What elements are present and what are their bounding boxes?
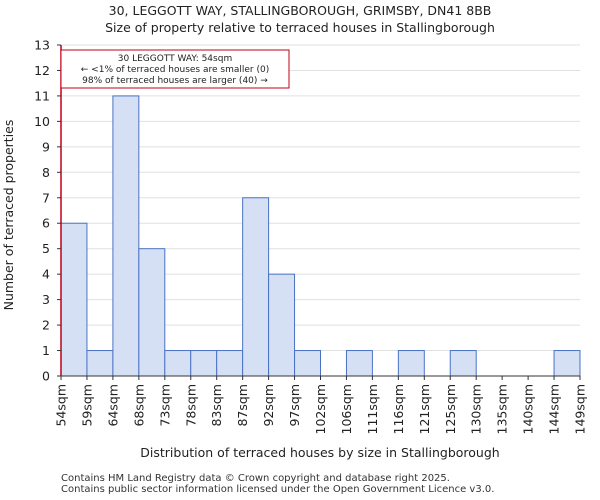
footer-line-2: Contains public sector information licen…	[61, 484, 495, 495]
chart-title: 30, LEGGOTT WAY, STALLINGBOROUGH, GRIMSB…	[109, 3, 492, 18]
bar-144sqm	[553, 350, 581, 377]
bar-116sqm	[397, 350, 425, 377]
bar-64sqm	[112, 95, 140, 377]
y-tick-label: 8	[42, 165, 50, 180]
x-tick-label: 92sqm	[261, 384, 276, 427]
x-tick-label: 64sqm	[105, 384, 120, 427]
y-axis-label: Number of terraced properties	[1, 120, 16, 311]
x-tick-label: 102sqm	[313, 384, 328, 434]
annotation-line-1: 30 LEGGOTT WAY: 54sqm	[118, 54, 232, 64]
x-tick-label: 97sqm	[287, 384, 302, 427]
x-tick-label: 116sqm	[391, 384, 406, 434]
y-tick-label: 13	[34, 38, 50, 53]
x-tick-label: 135sqm	[495, 384, 510, 434]
x-tick-label: 106sqm	[339, 384, 354, 434]
x-tick-label: 144sqm	[547, 384, 562, 434]
chart-subtitle: Size of property relative to terraced ho…	[105, 20, 495, 35]
annotation-line-3: 98% of terraced houses are larger (40) →	[82, 76, 268, 86]
y-tick-label: 11	[34, 88, 50, 103]
y-tick-label: 2	[42, 318, 50, 333]
bar-54sqm	[60, 222, 88, 377]
y-tick-label: 0	[42, 369, 50, 384]
x-tick-label: 59sqm	[79, 384, 94, 427]
x-tick-label: 125sqm	[443, 384, 458, 434]
bar-73sqm	[164, 350, 192, 377]
x-tick-label: 68sqm	[131, 384, 146, 427]
x-tick-label: 73sqm	[157, 384, 172, 427]
x-tick-label: 130sqm	[469, 384, 484, 434]
x-tick-label: 140sqm	[521, 384, 536, 434]
bar-59sqm	[86, 350, 114, 377]
bar-83sqm	[216, 350, 244, 377]
bar-78sqm	[190, 350, 218, 377]
x-tick-label: 111sqm	[365, 384, 380, 434]
y-tick-label: 5	[42, 241, 50, 256]
y-tick-label: 1	[42, 343, 50, 358]
y-tick-label: 12	[34, 63, 50, 78]
x-tick-label: 78sqm	[183, 384, 198, 427]
annotation-line-2: ← <1% of terraced houses are smaller (0)	[81, 65, 269, 75]
footer-line-1: Contains HM Land Registry data © Crown c…	[61, 473, 450, 484]
x-tick-label: 83sqm	[209, 384, 224, 427]
bar-125sqm	[449, 350, 477, 377]
x-tick-label: 87sqm	[235, 384, 250, 427]
bar-87sqm	[242, 197, 270, 377]
bar-68sqm	[138, 248, 166, 377]
histogram-chart: 30, LEGGOTT WAY, STALLINGBOROUGH, GRIMSB…	[1, 3, 588, 460]
y-tick-label: 4	[42, 267, 50, 282]
y-tick-label: 7	[42, 190, 50, 205]
y-tick-label: 3	[42, 292, 50, 307]
bar-92sqm	[268, 273, 296, 377]
y-tick-label: 6	[42, 216, 50, 231]
annotation-box: 30 LEGGOTT WAY: 54sqm ← <1% of terraced …	[60, 49, 290, 89]
x-tick-label: 149sqm	[573, 384, 588, 434]
y-tick-label: 9	[42, 139, 50, 154]
bar-106sqm	[345, 350, 373, 377]
bar-97sqm	[294, 350, 321, 377]
x-axis-label: Distribution of terraced houses by size …	[140, 445, 499, 460]
y-tick-label: 10	[34, 114, 50, 129]
x-tick-label: 54sqm	[54, 384, 69, 427]
x-tick-label: 121sqm	[417, 384, 432, 434]
